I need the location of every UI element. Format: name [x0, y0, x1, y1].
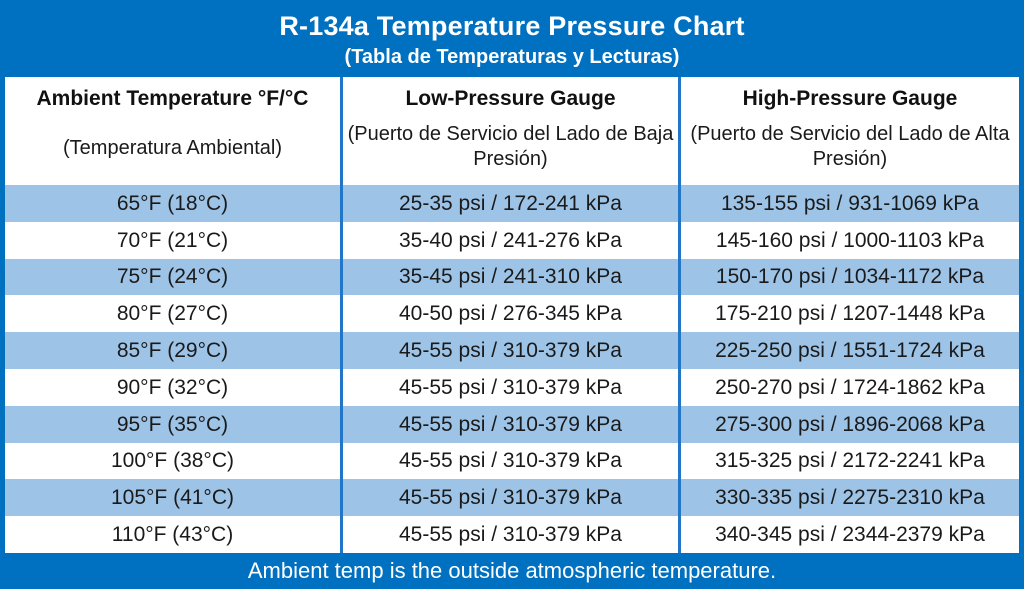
footer-note: Ambient temp is the outside atmospheric …: [247, 558, 777, 583]
column-subtitle: (Puerto de Servicio del Lado de Alta Pre…: [690, 123, 1010, 171]
temperature-cell: 70°F (21°C): [5, 221, 343, 259]
high-pressure-cell: 145-160 psi / 1000-1103 kPa: [680, 221, 1019, 259]
high-pressure-cell: 225-250 psi / 1551-1724 kPa: [680, 332, 1019, 369]
temperature-cell: 105°F (41°C): [5, 479, 343, 517]
column-subtitle: (Temperatura Ambiental): [63, 137, 282, 160]
low-pressure-cell: 45-55 psi / 310-379 kPa: [342, 405, 681, 443]
high-pressure-cell: 330-335 psi / 2275-2310 kPa: [680, 479, 1019, 517]
temperature-cell: 95°F (35°C): [5, 405, 343, 443]
low-pressure-cell: 35-40 psi / 241-276 kPa: [342, 221, 681, 259]
page-subtitle: (Tabla de Temperaturas y Lecturas): [344, 45, 680, 68]
column-title: Ambient Temperature °F/°C: [36, 87, 309, 110]
high-pressure-cell: 135-155 psi / 931-1069 kPa: [680, 185, 1019, 222]
table-row: 95°F (35°C) 45-55 psi / 310-379 kPa 275-…: [5, 405, 1019, 443]
title-band: R-134a Temperature Pressure Chart (Tabla…: [0, 0, 1024, 77]
temperature-cell: 90°F (32°C): [5, 368, 343, 406]
high-pressure-cell: 275-300 psi / 1896-2068 kPa: [680, 405, 1019, 443]
table-row: 75°F (24°C) 35-45 psi / 241-310 kPa 150-…: [5, 258, 1019, 296]
column-title: High-Pressure Gauge: [742, 87, 958, 110]
low-pressure-cell: 25-35 psi / 172-241 kPa: [342, 185, 681, 222]
column-subtitle: (Puerto de Servicio del Lado de Baja Pre…: [347, 123, 674, 171]
table-row: 110°F (43°C) 45-55 psi / 310-379 kPa 340…: [5, 516, 1019, 553]
table-row: 65°F (18°C) 25-35 psi / 172-241 kPa 135-…: [5, 185, 1019, 222]
table-body: 65°F (18°C) 25-35 psi / 172-241 kPa 135-…: [5, 185, 1019, 553]
high-pressure-cell: 315-325 psi / 2172-2241 kPa: [680, 442, 1019, 480]
table-row: 85°F (29°C) 45-55 psi / 310-379 kPa 225-…: [5, 332, 1019, 369]
table-row: 100°F (38°C) 45-55 psi / 310-379 kPa 315…: [5, 442, 1019, 480]
high-pressure-cell: 340-345 psi / 2344-2379 kPa: [680, 516, 1019, 553]
high-pressure-cell: 175-210 psi / 1207-1448 kPa: [680, 295, 1019, 333]
low-pressure-cell: 45-55 psi / 310-379 kPa: [342, 479, 681, 517]
column-header-low-pressure-gauge: Low-Pressure Gauge (Puerto de Servicio d…: [343, 77, 681, 185]
table-row: 80°F (27°C) 40-50 psi / 276-345 kPa 175-…: [5, 295, 1019, 333]
high-pressure-cell: 250-270 psi / 1724-1862 kPa: [680, 368, 1019, 406]
low-pressure-cell: 45-55 psi / 310-379 kPa: [342, 368, 681, 406]
column-title: Low-Pressure Gauge: [405, 87, 616, 110]
table-row: 105°F (41°C) 45-55 psi / 310-379 kPa 330…: [5, 479, 1019, 517]
table-row: 90°F (32°C) 45-55 psi / 310-379 kPa 250-…: [5, 368, 1019, 406]
temperature-cell: 80°F (27°C): [5, 295, 343, 333]
temperature-cell: 65°F (18°C): [5, 185, 343, 222]
temperature-cell: 75°F (24°C): [5, 258, 343, 296]
footer-band: Ambient temp is the outside atmospheric …: [0, 553, 1024, 589]
low-pressure-cell: 40-50 psi / 276-345 kPa: [342, 295, 681, 333]
temperature-cell: 85°F (29°C): [5, 332, 343, 369]
pressure-table: Ambient Temperature °F/°C (Temperatura A…: [0, 77, 1024, 553]
page-title: R-134a Temperature Pressure Chart: [279, 11, 745, 42]
table-header-row: Ambient Temperature °F/°C (Temperatura A…: [5, 77, 1019, 185]
temperature-cell: 110°F (43°C): [5, 516, 343, 553]
table-row: 70°F (21°C) 35-40 psi / 241-276 kPa 145-…: [5, 221, 1019, 259]
column-header-high-pressure-gauge: High-Pressure Gauge (Puerto de Servicio …: [681, 77, 1019, 185]
low-pressure-cell: 45-55 psi / 310-379 kPa: [342, 442, 681, 480]
low-pressure-cell: 45-55 psi / 310-379 kPa: [342, 516, 681, 553]
low-pressure-cell: 35-45 psi / 241-310 kPa: [342, 258, 681, 296]
temperature-cell: 100°F (38°C): [5, 442, 343, 480]
low-pressure-cell: 45-55 psi / 310-379 kPa: [342, 332, 681, 369]
high-pressure-cell: 150-170 psi / 1034-1172 kPa: [680, 258, 1019, 296]
column-header-ambient-temperature: Ambient Temperature °F/°C (Temperatura A…: [5, 77, 343, 185]
